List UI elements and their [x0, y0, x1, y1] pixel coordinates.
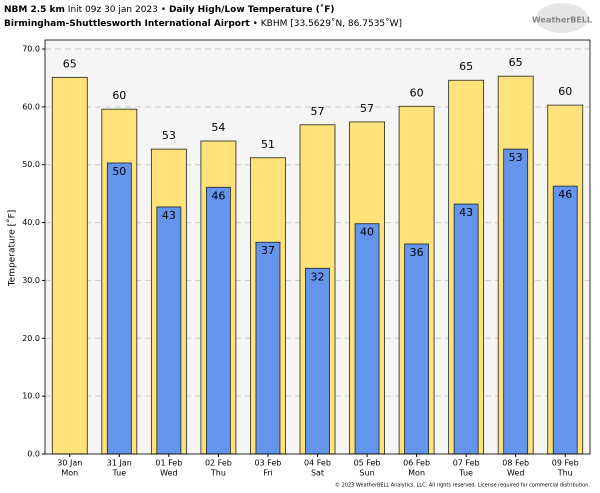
- y-axis-label: Temperature [˚F]: [7, 210, 18, 288]
- y-tick-label: 20.0: [22, 334, 40, 343]
- value-label: 36: [410, 246, 424, 259]
- low-bar: [503, 148, 529, 455]
- x-tick-label: 04 Feb: [304, 459, 331, 468]
- x-tick-label: 09 Feb: [552, 459, 579, 468]
- value-label: 46: [558, 188, 572, 201]
- y-tick-label: 60.0: [22, 102, 40, 111]
- x-tick-label: 02 Feb: [205, 459, 232, 468]
- value-label: 46: [211, 189, 225, 202]
- value-label: 43: [162, 209, 176, 222]
- high-bar: [51, 76, 88, 455]
- x-tick-sublabel: Sat: [311, 469, 324, 478]
- value-label: 50: [112, 165, 126, 178]
- x-tick-label: 31 Jan: [107, 459, 132, 468]
- low-bar: [453, 203, 479, 455]
- y-tick-label: 0.0: [27, 450, 40, 459]
- low-bar: [206, 186, 231, 455]
- x-tick-label: 01 Feb: [155, 459, 182, 468]
- x-tick-sublabel: Thu: [557, 469, 573, 478]
- logo: WeatherBELL: [532, 16, 592, 25]
- x-tick-sublabel: Fri: [263, 469, 273, 478]
- value-label: 65: [459, 60, 473, 73]
- value-label: 54: [211, 121, 225, 134]
- value-label: 43: [459, 206, 473, 219]
- low-bar: [106, 162, 132, 455]
- value-label: 51: [261, 138, 275, 151]
- value-label: 57: [360, 102, 374, 115]
- value-label: 60: [112, 89, 126, 102]
- low-bar: [156, 206, 182, 455]
- x-tick-sublabel: Mon: [61, 469, 78, 478]
- value-label: 65: [509, 56, 523, 69]
- value-label: 60: [410, 86, 424, 99]
- x-tick-label: 08 Feb: [502, 459, 529, 468]
- init: Init 09z 30 jan 2023 •: [68, 5, 166, 15]
- x-tick-sublabel: Wed: [507, 469, 524, 478]
- x-tick-sublabel: Tue: [111, 469, 126, 478]
- x-tick-sublabel: Tue: [458, 469, 473, 478]
- plot-frame: [44, 39, 591, 455]
- value-label: 32: [311, 270, 325, 283]
- y-tick-label: 40.0: [22, 218, 40, 227]
- x-tick-sublabel: Thu: [210, 469, 226, 478]
- x-tick-sublabel: Mon: [408, 469, 425, 478]
- y-tick-label: 30.0: [22, 276, 40, 285]
- logo-badge: [536, 3, 588, 33]
- value-label: 57: [311, 105, 325, 118]
- model: NBM 2.5 km: [4, 5, 65, 15]
- x-tick-sublabel: Sun: [359, 469, 374, 478]
- value-label: 40: [360, 226, 374, 239]
- x-tick-label: 06 Feb: [403, 459, 430, 468]
- station-info: • KBHM [33.5629˚N, 86.7535˚W]: [253, 18, 402, 29]
- low-bar: [404, 243, 429, 455]
- low-bar: [305, 267, 330, 455]
- x-tick-sublabel: Wed: [160, 469, 177, 478]
- footer: © 2023 WeatherBELL Analytics, LLC. All r…: [335, 482, 590, 489]
- value-label: 53: [509, 151, 523, 164]
- y-tick-label: 50.0: [22, 160, 40, 169]
- low-bar: [354, 223, 380, 455]
- header-line-1: NBM 2.5 km Init 09z 30 jan 2023 • Daily …: [4, 4, 335, 15]
- x-tick-label: 30 Jan: [57, 459, 82, 468]
- y-tick-label: 70.0: [22, 45, 40, 54]
- x-tick-label: 03 Feb: [255, 459, 282, 468]
- value-label: 65: [63, 57, 77, 70]
- y-tick-label: 10.0: [22, 392, 40, 401]
- value-label: 37: [261, 244, 275, 257]
- value-label: 53: [162, 129, 176, 142]
- x-tick-label: 07 Feb: [453, 459, 480, 468]
- low-bar: [255, 241, 281, 455]
- x-tick-label: 05 Feb: [354, 459, 381, 468]
- value-label: 60: [558, 85, 572, 98]
- low-bar: [552, 185, 578, 455]
- chart-title: Daily High/Low Temperature (˚F): [169, 4, 335, 15]
- header-line-2: Birmingham-Shuttlesworth International A…: [4, 18, 402, 29]
- station: Birmingham-Shuttlesworth International A…: [4, 19, 250, 29]
